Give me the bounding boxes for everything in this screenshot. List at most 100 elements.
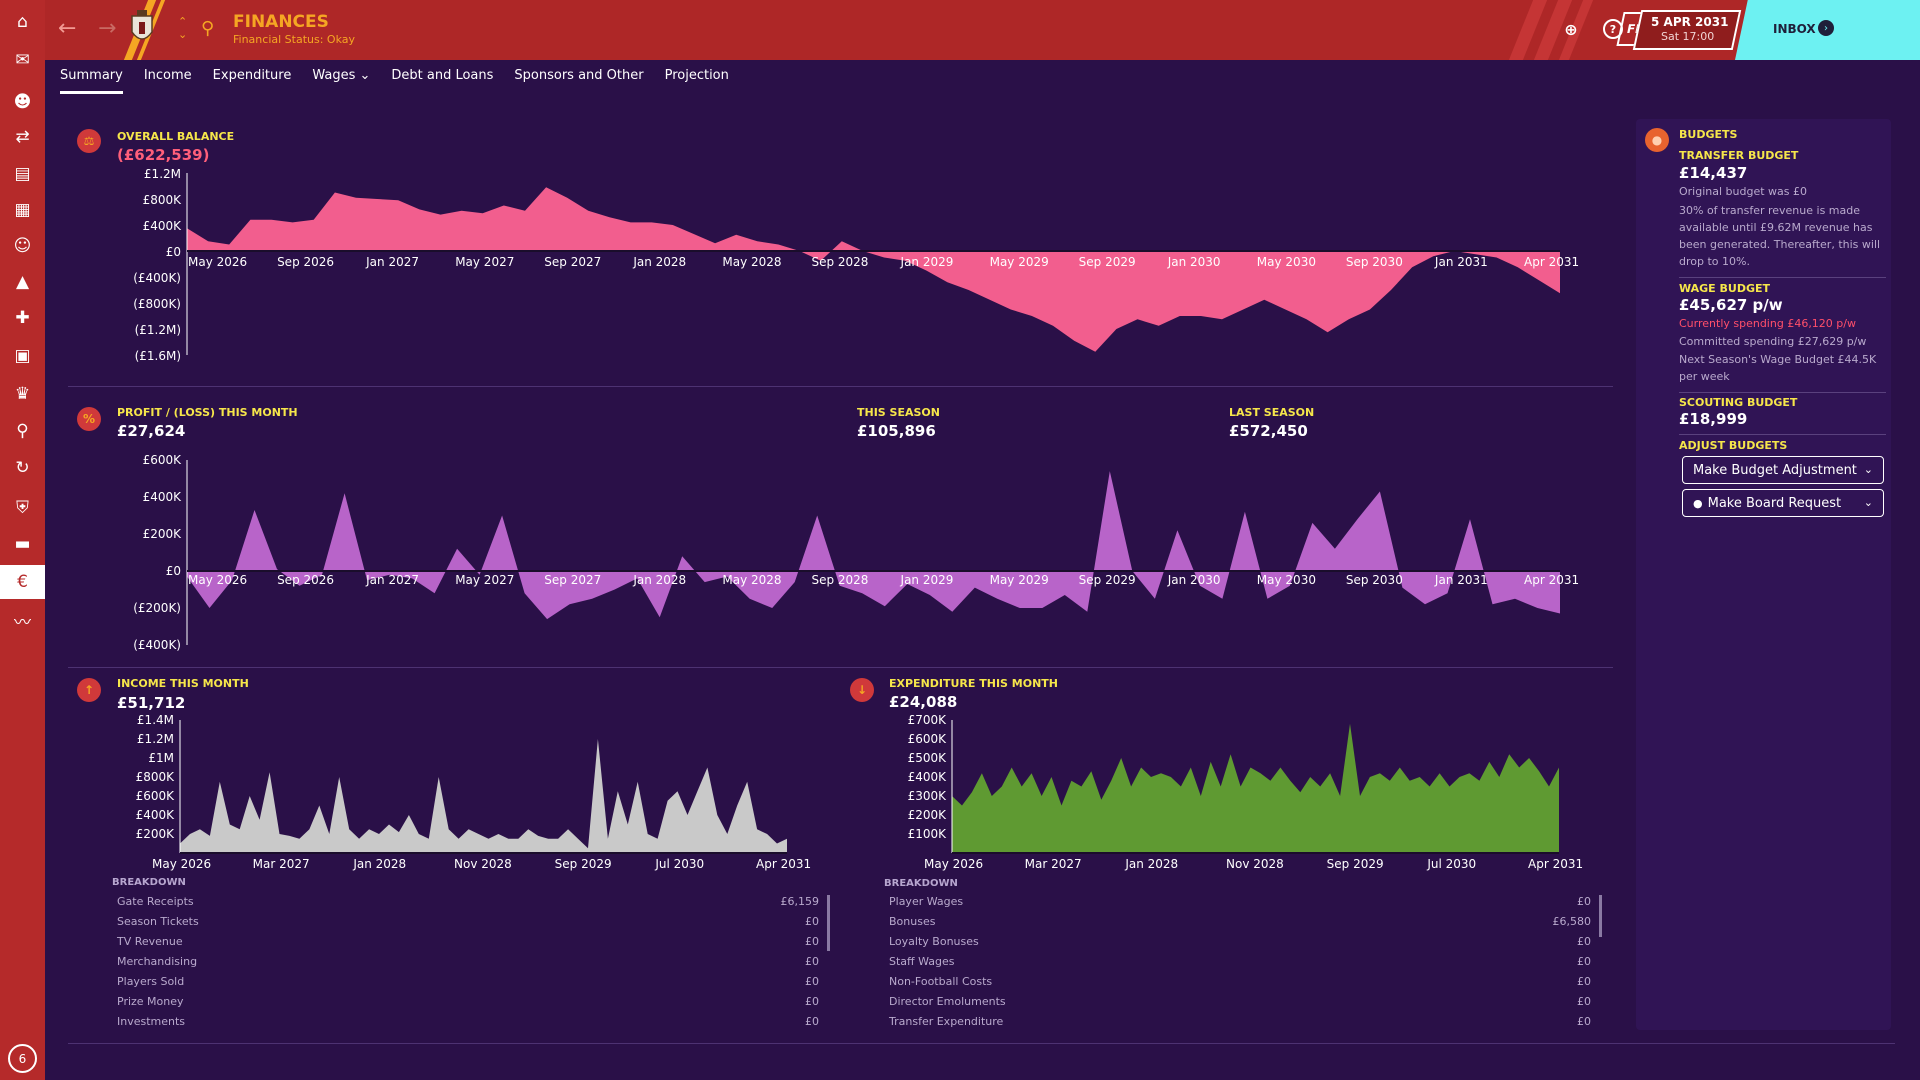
back-arrow-icon[interactable]: ← [58,16,77,41]
breakdown-label: Player Wages [889,895,964,908]
tab-projection[interactable]: Projection [664,68,729,83]
chevron-down-icon: ⌄ [1863,463,1873,476]
finances-icon[interactable]: € [0,565,45,599]
make-board-request-label: Make Board Request [1707,495,1842,511]
x-tick-label: Sep 2028 [811,255,869,269]
x-tick-label: Apr 2031 [1524,255,1580,269]
budget-separator [1679,392,1886,393]
tactics-icon[interactable]: ⇄ [15,127,30,147]
x-tick-label: Jan 2027 [366,255,419,269]
squad-icon[interactable]: ☻ [13,92,32,112]
x-tick-label: Jan 2031 [1434,573,1488,587]
profit-value: £27,624 [117,422,186,440]
left-nav-rail [0,0,45,1080]
club-switch-icon[interactable]: ⌃ ⌄ [178,15,188,41]
club-crest-icon[interactable] [128,8,156,48]
medical-icon[interactable]: ✚ [15,308,30,328]
make-budget-adjustment-button[interactable]: Make Budget Adjustment ⌄ [1682,456,1884,484]
area-series [187,187,1560,352]
make-board-request-button[interactable]: ● Make Board Request ⌄ [1682,489,1884,517]
x-tick-label: May 2029 [989,255,1049,269]
breakdown-label: Merchandising [117,955,198,968]
x-tick-label: Mar 2027 [1024,857,1082,871]
y-tick-label: £100K [907,827,946,841]
expenditure-breakdown-scrollbar[interactable] [1599,895,1602,937]
notification-counter[interactable]: 6 [8,1044,37,1073]
dev-centre-icon[interactable]: 〰 [14,612,31,633]
home-icon[interactable]: ⌂ [17,12,28,32]
globe-icon[interactable]: ⊕ [1564,19,1578,39]
balance-chart [186,173,1560,355]
tab-sponsors-and-other[interactable]: Sponsors and Other [514,68,644,83]
breakdown-value: £0 [1577,975,1591,988]
x-tick-label: Jan 2028 [1125,857,1179,871]
data-hub-icon[interactable]: ▤ [14,164,31,184]
budget-separator [1679,434,1886,435]
breakdown-label: Investments [117,1015,186,1028]
tab-income[interactable]: Income [143,68,192,83]
x-tick-label: Jan 2028 [633,573,687,587]
transfer-budget-original: Original budget was £0 [1679,185,1807,198]
expenditure-breakdown-title: BREAKDOWN [884,878,958,889]
breakdown-value: £6,159 [780,895,820,908]
scouting-budget-value: £18,999 [1679,410,1748,428]
chevron-right-icon[interactable]: › [1818,20,1834,36]
expenditure-title: EXPENDITURE THIS MONTH [889,677,1059,690]
x-tick-label: Sep 2027 [544,573,602,587]
x-tick-label: May 2030 [1256,255,1316,269]
make-budget-adjustment-label: Make Budget Adjustment [1693,462,1857,478]
y-tick-label: £400K [142,490,181,504]
y-tick-label: £400K [142,219,181,233]
breakdown-value: £0 [805,975,819,988]
wage-committed: Committed spending £27,629 p/w [1679,335,1867,348]
club-vision-icon[interactable]: ▬ [14,534,31,554]
y-tick-label: (£200K) [133,601,181,615]
transfer-budget-label: TRANSFER BUDGET [1679,149,1799,162]
arrow-down-icon: ↓ [850,678,874,702]
x-tick-label: Mar 2027 [252,857,310,871]
x-tick-label: Sep 2029 [1326,857,1384,871]
income-breakdown-scrollbar[interactable] [827,895,830,951]
tab-debt-and-loans[interactable]: Debt and Loans [391,68,494,83]
chevron-down-icon: ⌄ [1863,496,1873,509]
schedule-icon[interactable]: ▣ [14,346,31,366]
tab-expenditure[interactable]: Expenditure [212,68,292,83]
breakdown-label: Players Sold [117,975,185,988]
staff-icon[interactable]: ☺ [13,236,32,256]
x-tick-label: Sep 2026 [277,573,335,587]
y-tick-label: £400K [135,808,174,822]
y-tick-label: £600K [142,453,181,467]
inbox-label: INBOX [1773,22,1816,36]
inbox-icon[interactable]: ✉ [15,50,30,70]
y-tick-label: £200K [135,827,174,841]
breakdown-label: Non-Football Costs [889,975,993,988]
competitions-icon[interactable]: ♛ [14,384,31,404]
bottom-divider [68,1043,1895,1044]
piggy-bank-icon: ● [1645,128,1669,152]
breakdown-label: Transfer Expenditure [889,1015,1004,1028]
y-tick-label: £200K [142,527,181,541]
section-divider [68,386,1613,387]
search-icon[interactable]: ⚲ [201,18,215,39]
x-tick-label: May 2026 [188,573,248,587]
breakdown-label: Gate Receipts [117,895,194,908]
tab-wages[interactable]: Wages ⌄ [312,68,371,83]
last-season-value: £572,450 [1229,422,1308,440]
scouting-icon[interactable]: ⚲ [16,421,29,441]
help-icon[interactable]: ? [1603,19,1623,39]
x-tick-label: Apr 2031 [1528,857,1584,871]
reports-icon[interactable]: ▦ [14,200,31,220]
breakdown-label: TV Revenue [117,935,183,948]
this-season-title: THIS SEASON [857,406,940,419]
training-icon[interactable]: ▲ [15,272,30,292]
page-title: FINANCES [233,12,329,32]
y-tick-label: (£400K) [133,638,181,652]
tab-summary[interactable]: Summary [60,60,123,94]
forward-arrow-icon[interactable]: → [98,16,117,41]
financial-status: Financial Status: Okay [233,33,356,46]
area-series [187,471,1560,620]
profit-title: PROFIT / (LOSS) THIS MONTH [117,406,298,419]
transfers-icon[interactable]: ↻ [15,458,30,478]
wage-spending-warning: Currently spending £46,120 p/w [1679,317,1856,330]
club-info-icon[interactable]: ⛨ [16,498,29,518]
